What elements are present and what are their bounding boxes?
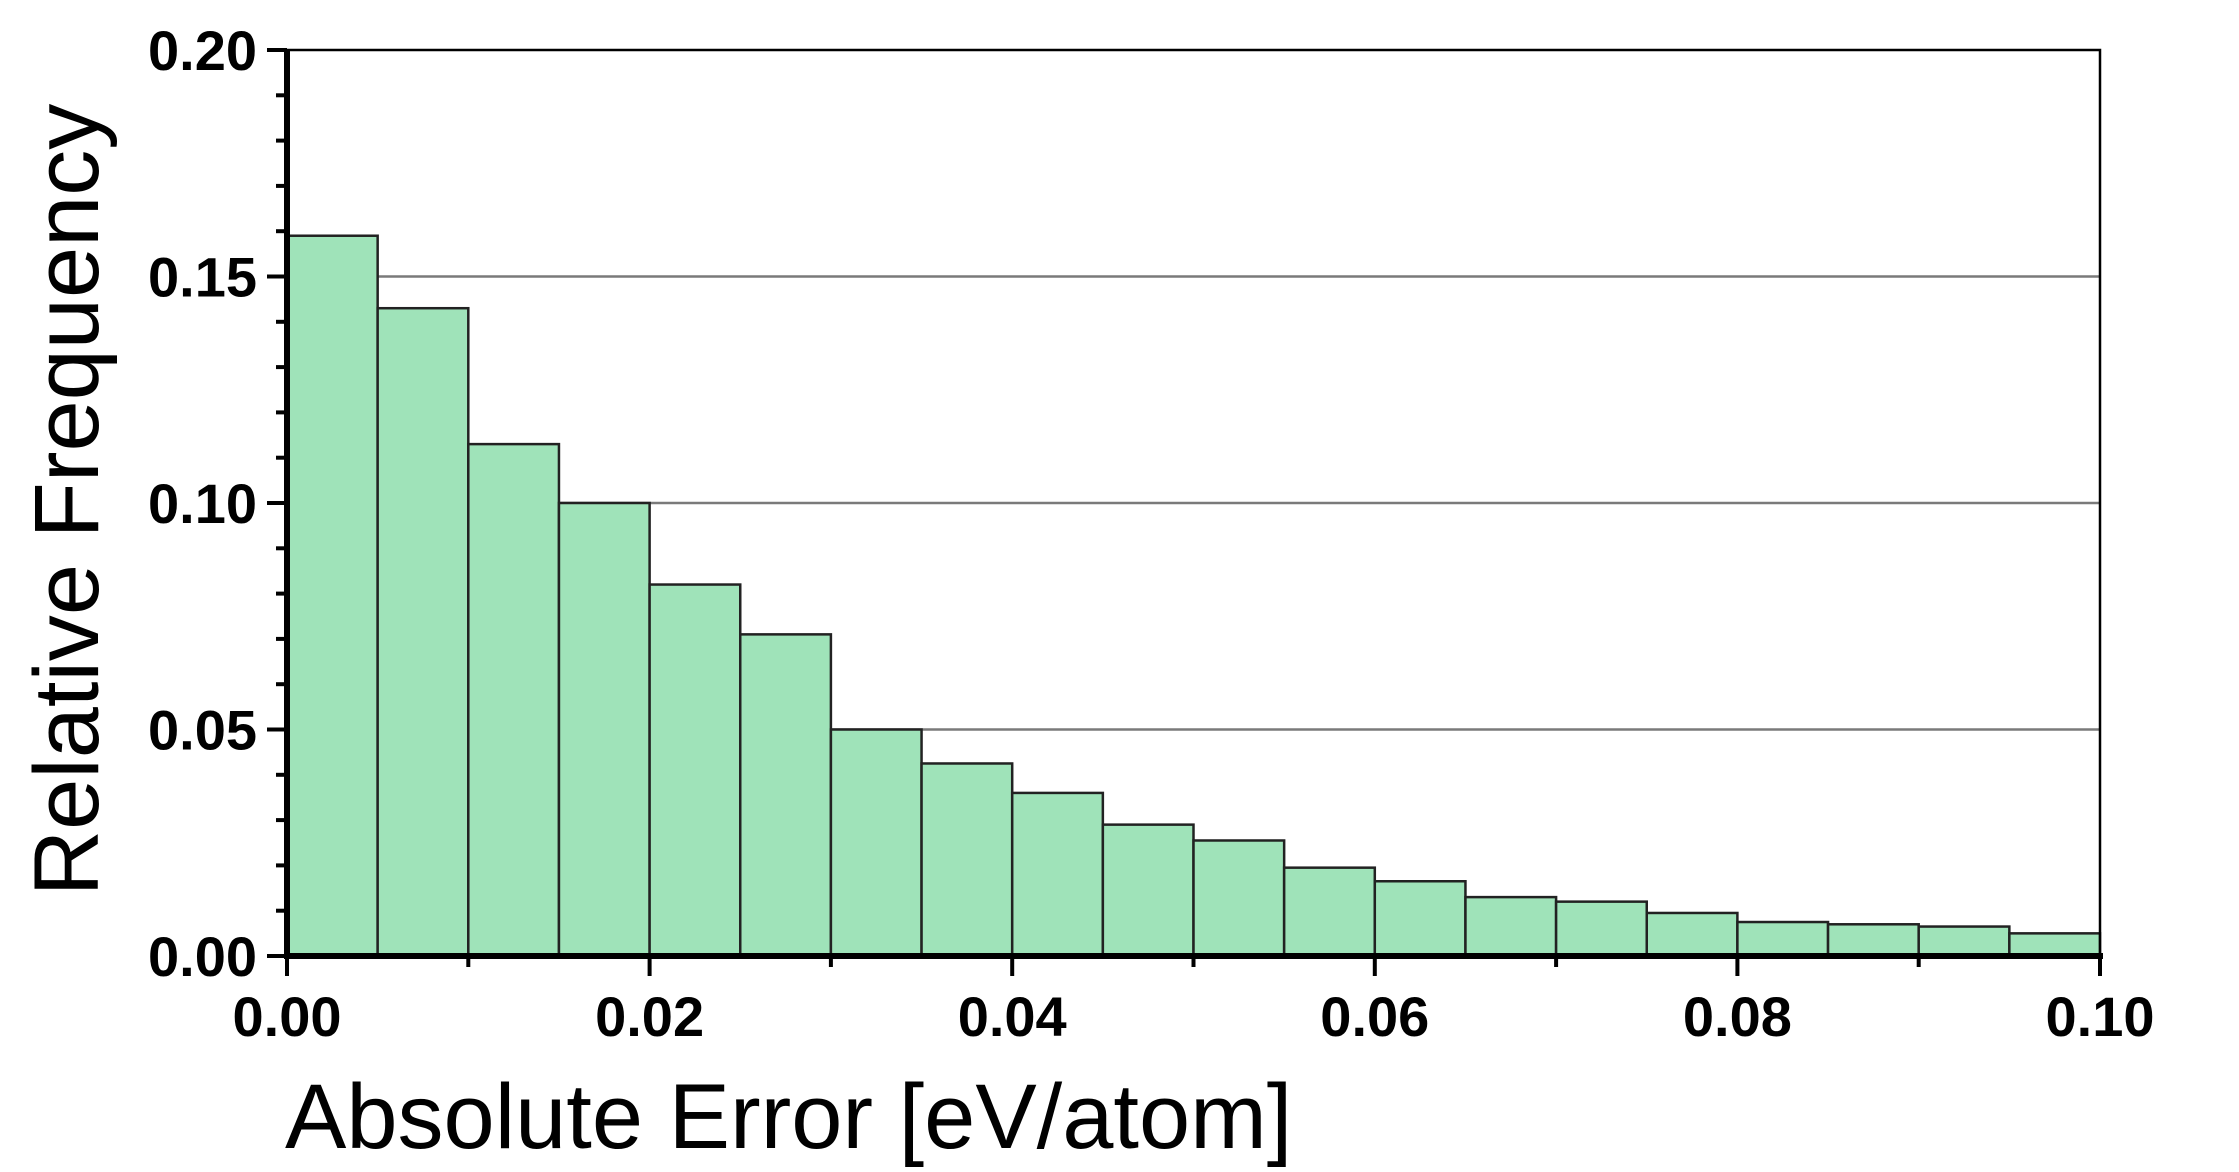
histogram-bar <box>1373 880 1467 958</box>
histogram-bar <box>920 762 1014 958</box>
y-tick-label: 0.05 <box>148 699 257 762</box>
x-tick-labels: 0.00 0.02 0.04 0.06 0.08 0.10 <box>233 985 2155 1048</box>
histogram-bar <box>648 583 742 958</box>
x-tick-label: 0.08 <box>1683 985 1792 1048</box>
histogram-bar <box>1645 911 1739 958</box>
axes <box>267 48 2103 976</box>
y-tick-label: 0.10 <box>148 472 257 535</box>
histogram-bar <box>1282 866 1377 958</box>
histogram-bar <box>467 442 561 958</box>
x-tick-label: 0.06 <box>1320 985 1429 1048</box>
histogram-bar <box>1192 839 1286 958</box>
x-axis-title: Absolute Error [eV/atom] <box>285 1066 1292 1168</box>
histogram-bar <box>285 234 379 958</box>
y-tick-label: 0.00 <box>148 925 257 988</box>
x-tick-label: 0.10 <box>2046 985 2155 1048</box>
x-tick-label: 0.04 <box>958 985 1067 1048</box>
x-tick-label: 0.02 <box>595 985 704 1048</box>
y-tick-labels: 0.00 0.05 0.10 0.15 0.20 <box>148 19 257 988</box>
histogram-bar <box>1736 920 1830 958</box>
histogram-bar <box>739 633 833 958</box>
histogram-bar <box>1554 900 1648 958</box>
histogram-bar <box>376 306 470 958</box>
histogram-bar <box>1826 923 1920 958</box>
histogram-bar <box>1010 791 1105 958</box>
histogram-bar <box>1101 823 1195 958</box>
histogram-bar <box>829 728 923 958</box>
histogram-bar <box>1464 895 1558 958</box>
y-tick-label: 0.15 <box>148 246 257 309</box>
y-tick-label: 0.20 <box>148 19 257 82</box>
y-axis-title: Relative Frequency <box>16 104 118 897</box>
x-tick-label: 0.00 <box>233 985 342 1048</box>
histogram-bar <box>2008 932 2102 958</box>
histogram-bar <box>1917 925 2011 958</box>
bars <box>285 234 2102 958</box>
histogram-bar <box>557 501 651 958</box>
